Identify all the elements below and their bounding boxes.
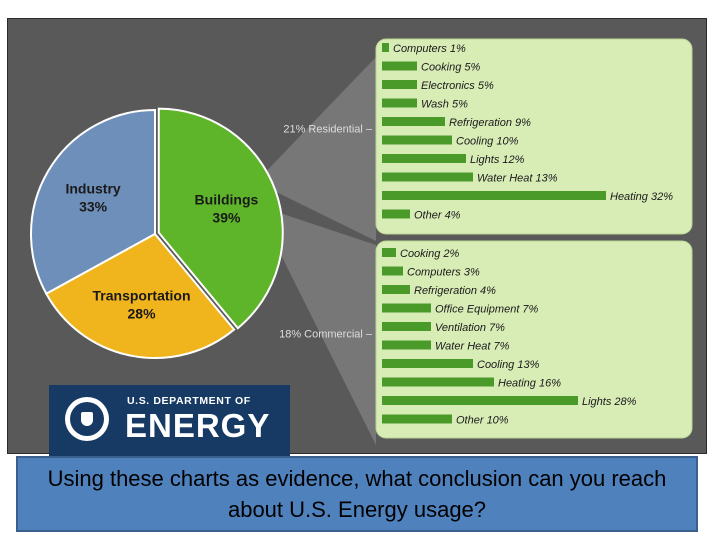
residential-bar-2 xyxy=(382,80,417,89)
residential-bar-label-1: Cooking 5% xyxy=(421,62,481,74)
commercial-bar-9 xyxy=(382,414,452,424)
energy-chart-frame: Industry 33% Buildings 39% Transportation 28%… xyxy=(7,18,707,456)
commercial-group-label: 18% Commercial – xyxy=(279,328,373,340)
pie-slice-buildings xyxy=(157,107,284,330)
residential-bar-0 xyxy=(382,43,389,52)
commercial-bar-label-1: Computers 3% xyxy=(407,267,480,279)
residential-bar-label-0: Computers 1% xyxy=(393,43,466,55)
residential-bar-label-9: Other 4% xyxy=(414,210,461,222)
commercial-bar-label-2: Refrigeration 4% xyxy=(414,285,496,297)
doe-logo-dept: U.S. DEPARTMENT OF xyxy=(127,395,251,407)
residential-bar-label-3: Wash 5% xyxy=(421,99,468,111)
pie-slice-industry xyxy=(30,108,156,296)
commercial-bar-6 xyxy=(382,359,473,368)
commercial-connector xyxy=(256,205,376,445)
question-text: Using these charts as evidence, what con… xyxy=(47,466,667,522)
commercial-bar-8 xyxy=(382,396,578,405)
energy-chart-svg: Industry 33% Buildings 39% Transportation 28%… xyxy=(30,38,693,445)
commercial-bar-label-7: Heating 16% xyxy=(498,378,561,390)
commercial-bar-label-5: Water Heat 7% xyxy=(435,341,510,353)
pie-value-buildings: 39% xyxy=(212,209,241,225)
residential-bar-6 xyxy=(382,154,466,163)
commercial-bar-1 xyxy=(382,266,403,276)
residential-bar-label-7: Water Heat 13% xyxy=(477,173,558,185)
residential-bar-3 xyxy=(382,98,417,108)
pie-slice-transportation xyxy=(44,232,236,359)
residential-bar-1 xyxy=(382,61,417,71)
residential-bar-8 xyxy=(382,191,606,200)
residential-bar-label-8: Heating 32% xyxy=(610,191,673,203)
doe-logo-name: ENERGY xyxy=(125,407,271,444)
commercial-bar-label-3: Office Equipment 7% xyxy=(435,304,539,316)
commercial-bar-3 xyxy=(382,303,431,313)
residential-panel xyxy=(375,38,693,235)
residential-bar-label-5: Cooling 10% xyxy=(456,136,519,148)
commercial-bar-4 xyxy=(382,322,431,331)
pie-value-transportation: 28% xyxy=(128,306,157,322)
doe-seal-icon xyxy=(65,397,109,441)
residential-connector xyxy=(256,57,376,241)
commercial-bar-label-6: Cooling 13% xyxy=(477,359,540,371)
residential-bar-5 xyxy=(382,135,452,145)
commercial-bar-label-9: Other 10% xyxy=(456,415,509,427)
commercial-panel xyxy=(375,240,693,439)
commercial-bar-5 xyxy=(382,340,431,350)
commercial-bar-0 xyxy=(382,248,396,257)
residential-bar-9 xyxy=(382,209,410,219)
commercial-bar-label-4: Ventilation 7% xyxy=(435,322,505,334)
commercial-bar-7 xyxy=(382,377,494,387)
pie-value-industry: 33% xyxy=(79,198,108,214)
doe-logo: U.S. DEPARTMENT OF ENERGY xyxy=(49,385,290,456)
residential-bar-7 xyxy=(382,172,473,182)
residential-bar-4 xyxy=(382,117,445,126)
question-box: Using these charts as evidence, what con… xyxy=(16,456,698,532)
commercial-bar-2 xyxy=(382,285,410,294)
residential-bar-label-4: Refrigeration 9% xyxy=(449,117,531,129)
pie-label-industry: Industry xyxy=(65,180,120,196)
commercial-bar-label-0: Cooking 2% xyxy=(400,248,460,260)
residential-bar-label-6: Lights 12% xyxy=(470,154,525,166)
pie-label-transportation: Transportation xyxy=(93,288,191,304)
commercial-bar-label-8: Lights 28% xyxy=(582,396,637,408)
pie-label-buildings: Buildings xyxy=(195,191,259,207)
residential-group-label: 21% Residential – xyxy=(283,123,373,135)
residential-bar-label-2: Electronics 5% xyxy=(421,80,494,92)
